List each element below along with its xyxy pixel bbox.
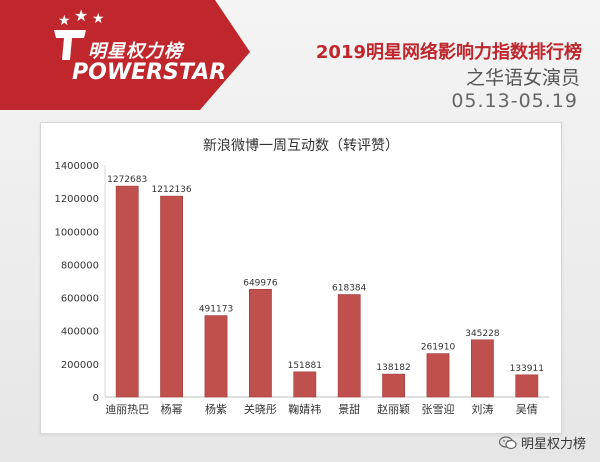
data-label: 1212136 xyxy=(152,185,192,195)
x-tick-label: 景甜 xyxy=(338,403,360,416)
x-tick-label: 迪丽热巴 xyxy=(105,403,149,416)
y-tick-label: 1200000 xyxy=(54,194,99,205)
data-label: 138182 xyxy=(376,363,410,373)
date-range: 05.13-05.19 xyxy=(451,90,578,112)
x-tick-label: 杨幂 xyxy=(161,402,183,416)
data-labels: 1272683 1212136 491173 649976 151881 618384 13… xyxy=(107,175,544,374)
y-tick-label: 400000 xyxy=(61,327,99,338)
bar xyxy=(204,315,228,398)
y-tick-label: 600000 xyxy=(61,294,99,305)
page-title: 2019明星网络影响力指数排行榜 xyxy=(315,42,582,63)
star-icon: ★ xyxy=(74,6,89,25)
bar xyxy=(293,371,317,398)
x-tick-label: 吴倩 xyxy=(516,403,538,416)
logo-background xyxy=(0,0,250,110)
x-axis-categories: 迪丽热巴 杨幂 杨紫 关晓彤 鞠婧祎 景甜 赵丽颖 张雪迎 刘涛 吴倩 xyxy=(105,402,538,416)
logo-chinese-text: 明星权力榜 xyxy=(88,41,183,62)
y-tick-label: 200000 xyxy=(61,360,99,371)
y-tick-label: 0 xyxy=(93,393,99,404)
x-tick-label: 关晓彤 xyxy=(244,402,277,416)
bar xyxy=(249,288,272,398)
chart-title: 新浪微博一周互动数（转评赞） xyxy=(203,137,399,154)
data-label: 1272683 xyxy=(107,175,147,185)
bar xyxy=(515,374,539,398)
data-label: 618384 xyxy=(332,284,367,294)
data-label: 649976 xyxy=(243,278,278,288)
y-tick-label: 800000 xyxy=(61,260,99,271)
bar xyxy=(115,185,139,398)
y-axis-ticks: 0 200000 400000 600000 800000 1000000 1200000 1… xyxy=(54,161,99,404)
y-tick-label: 1000000 xyxy=(54,227,99,238)
data-label: 151881 xyxy=(288,361,322,371)
y-tick-label: 1400000 xyxy=(54,161,99,172)
bar xyxy=(426,353,450,398)
x-tick-label: 杨紫 xyxy=(205,402,227,416)
header: ★ ★ ★ 明星权力榜 POWERSTAR 2019明星网络影响力指数排行榜 之… xyxy=(0,0,600,118)
bar xyxy=(470,339,494,398)
data-label: 345228 xyxy=(465,329,500,339)
data-label: 133911 xyxy=(510,364,544,374)
x-tick-label: 张雪迎 xyxy=(422,403,455,416)
logo-english-text: POWERSTAR xyxy=(72,60,227,85)
x-tick-label: 鞠婧祎 xyxy=(288,402,321,416)
wechat-icon xyxy=(498,435,517,449)
powerstar-emblem-icon xyxy=(54,30,86,60)
bar xyxy=(382,373,406,398)
watermark-text: 明星权力榜 xyxy=(520,437,586,452)
x-tick-label: 赵丽颖 xyxy=(377,402,410,416)
bar-series xyxy=(115,185,539,398)
x-tick-label: 刘涛 xyxy=(471,402,493,416)
data-label: 491173 xyxy=(199,305,233,315)
bar-chart: 新浪微博一周互动数（转评赞） 0 200000 400000 600000 800000… xyxy=(54,137,549,416)
watermark: 明星权力榜 xyxy=(498,433,586,452)
star-icon: ★ xyxy=(58,13,71,29)
bar xyxy=(160,195,184,398)
page-subtitle: 之华语女演员 xyxy=(465,67,580,89)
chart-panel: 新浪微博一周互动数（转评赞） 0 200000 400000 600000 800000… xyxy=(40,122,562,434)
bar xyxy=(337,294,361,398)
star-icon: ★ xyxy=(92,11,105,27)
data-label: 261910 xyxy=(421,343,456,353)
